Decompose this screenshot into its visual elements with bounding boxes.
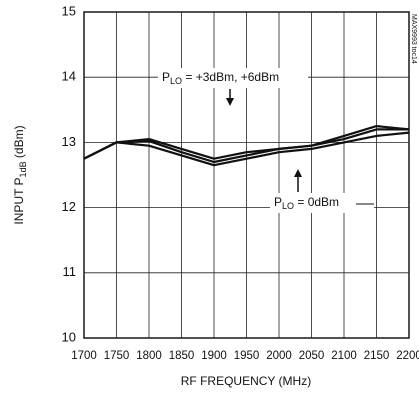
x-tick-label: 1750 [104, 350, 130, 362]
x-tick-label: 1850 [169, 350, 195, 362]
y-tick-label: 11 [63, 264, 77, 279]
x-tick-label: 1700 [71, 350, 97, 362]
x-tick-label: 2200 [396, 350, 419, 362]
annotation-sub: LO [170, 76, 182, 86]
y-tick-label: 10 [62, 329, 76, 344]
y-tick-label: 13 [62, 134, 76, 149]
annotation-sub: LO [282, 201, 294, 211]
arrow-head [226, 98, 234, 106]
y-label-rest: (dBm) [12, 125, 26, 161]
watermark: MAX9993 toc14 [410, 14, 417, 64]
y-tick-label: 12 [62, 199, 76, 214]
x-tick-label: 2000 [266, 350, 292, 362]
series-line [83, 128, 409, 160]
annotation-bg [158, 68, 308, 88]
annotation: PLO = 0dBm [274, 195, 339, 211]
annotation-bg [270, 193, 374, 213]
annotation-main: P [274, 195, 282, 209]
x-tick-label: 2150 [364, 350, 390, 362]
annotation-rest: = 0dBm [294, 195, 339, 209]
x-tick-label: 1800 [136, 350, 162, 362]
y-label-sub: 1dB [18, 161, 28, 177]
series-line [83, 125, 410, 164]
y-tick-label: 14 [62, 69, 76, 84]
x-tick-label: 1950 [234, 350, 260, 362]
arrow-head [294, 169, 302, 177]
grid [83, 11, 410, 339]
y-tick-label: 15 [62, 3, 76, 18]
x-tick-label: 2050 [299, 350, 325, 362]
x-tick-label: 1900 [201, 350, 227, 362]
lines [83, 125, 410, 167]
series-line [83, 131, 410, 167]
x-axis-label: RF FREQUENCY (MHz) [181, 374, 311, 388]
x-tick-label: 2100 [331, 350, 357, 362]
annotation: PLO = +3dBm, +6dBm [162, 70, 279, 86]
y-label-main: INPUT P [12, 177, 26, 224]
y-axis-label: INPUT P1dB (dBm) [12, 125, 28, 224]
annotation-rest: = +3dBm, +6dBm [182, 70, 279, 84]
annotation-main: P [162, 70, 170, 84]
